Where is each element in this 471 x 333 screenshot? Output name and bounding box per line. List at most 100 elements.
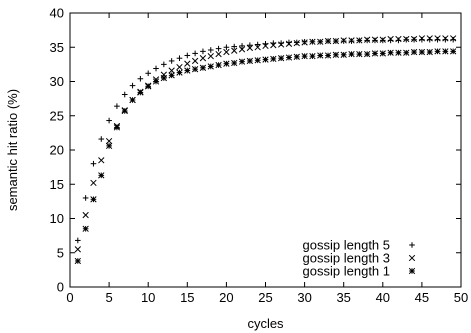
point-series-2 (317, 38, 324, 45)
point-series-1 (137, 75, 144, 82)
y-tick-label: 10 (50, 211, 64, 226)
point-series-3 (348, 50, 355, 58)
point-series-2 (293, 39, 300, 47)
y-tick-label: 30 (50, 74, 64, 89)
x-tick-label: 45 (415, 290, 429, 305)
x-tick-label: 30 (297, 290, 311, 305)
point-series-3 (215, 61, 222, 69)
point-series-2 (168, 67, 175, 74)
y-tick-label: 0 (57, 280, 64, 295)
point-series-3 (442, 48, 449, 55)
point-series-2 (309, 38, 316, 45)
point-series-2 (254, 44, 261, 51)
point-series-2 (98, 157, 105, 164)
x-tick-label: 35 (336, 290, 350, 305)
point-series-1 (231, 43, 238, 50)
point-series-3 (371, 50, 379, 57)
point-series-3 (74, 257, 81, 265)
x-tick-label: 40 (376, 290, 390, 305)
data-points (74, 35, 457, 265)
y-tick-label: 35 (50, 40, 64, 55)
point-series-1 (98, 136, 105, 142)
point-series-1 (82, 195, 89, 201)
point-series-1 (254, 41, 261, 48)
point-series-2 (215, 50, 222, 58)
point-series-2 (340, 37, 347, 44)
point-series-1 (184, 52, 191, 59)
point-series-2 (387, 35, 394, 43)
point-series-1 (223, 44, 230, 51)
point-series-1 (129, 82, 136, 89)
point-series-3 (317, 52, 324, 59)
y-tick-label: 5 (57, 245, 64, 260)
point-series-2 (199, 55, 207, 62)
point-series-3 (277, 55, 285, 62)
point-series-2 (270, 42, 277, 49)
point-series-2 (395, 35, 402, 43)
point-series-3 (301, 53, 308, 60)
y-tick-label: 40 (50, 6, 64, 21)
point-series-3 (176, 69, 183, 76)
point-series-3 (129, 96, 136, 104)
point-series-3 (246, 57, 254, 65)
point-series-3 (395, 49, 402, 56)
point-series-1 (215, 45, 222, 52)
x-axis-label: cycles (247, 316, 284, 331)
point-series-3 (121, 107, 128, 115)
legend-marker (408, 267, 416, 275)
point-series-3 (207, 63, 214, 70)
point-series-2 (191, 57, 199, 65)
point-series-3 (113, 124, 121, 131)
point-series-3 (223, 60, 230, 67)
point-series-1 (75, 237, 81, 244)
legend-label: gossip length 1 (303, 264, 390, 279)
point-series-1 (176, 55, 183, 62)
point-series-2 (379, 36, 386, 43)
point-series-2 (410, 35, 418, 43)
legend-label: gossip length 3 (303, 251, 390, 266)
point-series-3 (82, 225, 89, 232)
point-series-2 (434, 35, 441, 42)
y-tick-label: 15 (50, 177, 64, 192)
point-series-3 (434, 48, 441, 55)
point-series-2 (82, 211, 89, 219)
y-tick-label: 25 (50, 108, 64, 123)
x-tick-label: 10 (141, 290, 155, 305)
point-series-1 (90, 160, 97, 167)
point-series-2 (356, 37, 363, 44)
point-series-1 (153, 65, 159, 72)
axis-ticks: 0 5 10 15 20 25 30 35 40 45 50 0 5 10 15 20 25 30 35 40 (50, 6, 469, 306)
point-series-3 (270, 55, 277, 63)
point-series-2 (426, 35, 433, 42)
point-series-2 (364, 36, 371, 43)
point-series-2 (207, 53, 214, 60)
point-series-1 (114, 103, 120, 109)
point-series-1 (239, 43, 245, 49)
point-series-3 (403, 49, 410, 56)
plot-frame (69, 12, 462, 288)
point-series-2 (442, 35, 449, 42)
point-series-2 (371, 36, 379, 43)
point-series-3 (293, 53, 300, 60)
point-series-2 (285, 40, 293, 47)
point-series-3 (105, 142, 113, 150)
x-tick-label: 5 (105, 290, 112, 305)
point-series-3 (254, 57, 261, 64)
point-series-1 (207, 47, 214, 53)
point-series-2 (277, 41, 285, 48)
point-series-1 (192, 50, 198, 57)
point-series-3 (356, 50, 363, 58)
point-series-3 (324, 52, 332, 59)
point-series-2 (246, 44, 254, 52)
point-series-2 (301, 39, 308, 46)
point-series-3 (450, 48, 457, 55)
point-series-2 (90, 179, 97, 187)
point-series-3 (168, 72, 175, 79)
point-series-2 (223, 48, 230, 56)
x-tick-label: 25 (258, 290, 272, 305)
point-series-3 (309, 53, 316, 60)
x-tick-label: 50 (454, 290, 468, 305)
point-series-2 (262, 42, 269, 50)
point-series-3 (160, 74, 167, 82)
